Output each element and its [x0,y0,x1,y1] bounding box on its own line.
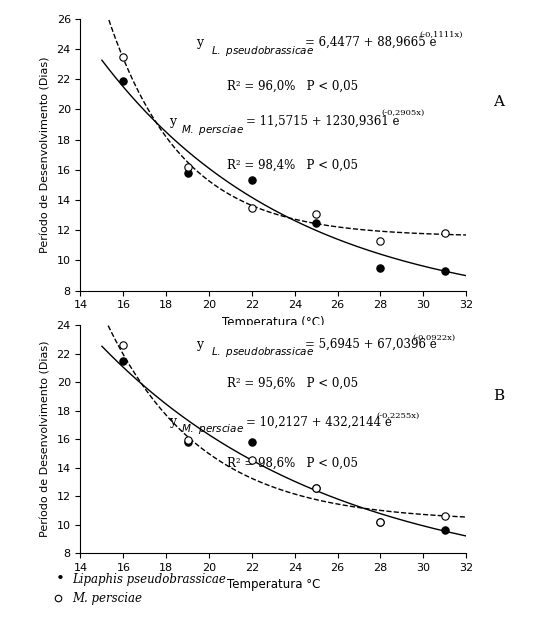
Point [248,176,256,186]
Point [183,437,192,447]
Point [440,525,449,535]
Text: A: A [493,95,504,109]
Text: R² = 96,0%   P < 0,05: R² = 96,0% P < 0,05 [227,79,358,92]
Text: $\mathit{M.\ persciae}$: $\mathit{M.\ persciae}$ [181,422,244,436]
Text: (-0,1111x): (-0,1111x) [419,31,463,38]
Y-axis label: Período de Desenvolvimento (Dias): Período de Desenvolvimento (Dias) [41,56,51,253]
Text: (-0,2905x): (-0,2905x) [381,109,425,118]
Point [376,517,385,527]
Point [119,76,128,86]
Point [119,51,128,61]
Text: M. persciae: M. persciae [72,592,142,605]
Text: = 5,6945 + 67,0396 e: = 5,6945 + 67,0396 e [305,338,437,351]
Y-axis label: Período de Desenvolvimento (Dias): Período de Desenvolvimento (Dias) [41,341,51,538]
Text: $\mathit{L.\ pseudobrassicae}$: $\mathit{L.\ pseudobrassicae}$ [211,344,314,359]
Text: R² = 98,4%   P < 0,05: R² = 98,4% P < 0,05 [227,158,358,171]
Text: = 6,4477 + 88,9665 e: = 6,4477 + 88,9665 e [305,36,437,49]
Point [376,263,385,273]
Point [312,209,321,219]
Text: B: B [493,389,504,403]
Point [440,228,449,238]
Point [119,340,128,350]
Text: y: y [169,416,176,428]
Text: R² = 95,6%   P < 0,05: R² = 95,6% P < 0,05 [227,377,358,389]
Text: $\mathit{M.\ persciae}$: $\mathit{M.\ persciae}$ [181,123,244,137]
Point [312,482,321,492]
Point [248,437,256,447]
Text: •: • [56,572,64,586]
Text: = 10,2127 + 432,2144 e: = 10,2127 + 432,2144 e [245,416,391,428]
Point [376,517,385,527]
Point [248,456,256,466]
Text: R² = 98,6%   P < 0,05: R² = 98,6% P < 0,05 [227,456,358,469]
X-axis label: Temperatura (°C): Temperatura (°C) [222,316,325,329]
Point [119,356,128,366]
Point [376,236,385,246]
Text: y: y [196,338,203,351]
Point [183,436,192,446]
Text: y: y [169,115,176,128]
Text: $\mathit{L.\ pseudobrassicae}$: $\mathit{L.\ pseudobrassicae}$ [211,44,314,58]
Point [312,482,321,492]
Point [183,162,192,172]
Point [312,217,321,227]
Text: Lipaphis pseudobrassicae: Lipaphis pseudobrassicae [72,573,226,586]
Text: (-0,0922x): (-0,0922x) [412,334,456,342]
Text: = 11,5715 + 1230,9361 e: = 11,5715 + 1230,9361 e [245,115,399,128]
Point [440,266,449,276]
Point [248,202,256,212]
Text: (-0,2255x): (-0,2255x) [377,411,420,419]
Point [155,522,164,532]
Text: y: y [196,36,203,49]
X-axis label: Temperatura °C: Temperatura °C [226,578,320,591]
Point [440,511,449,521]
Point [183,168,192,177]
